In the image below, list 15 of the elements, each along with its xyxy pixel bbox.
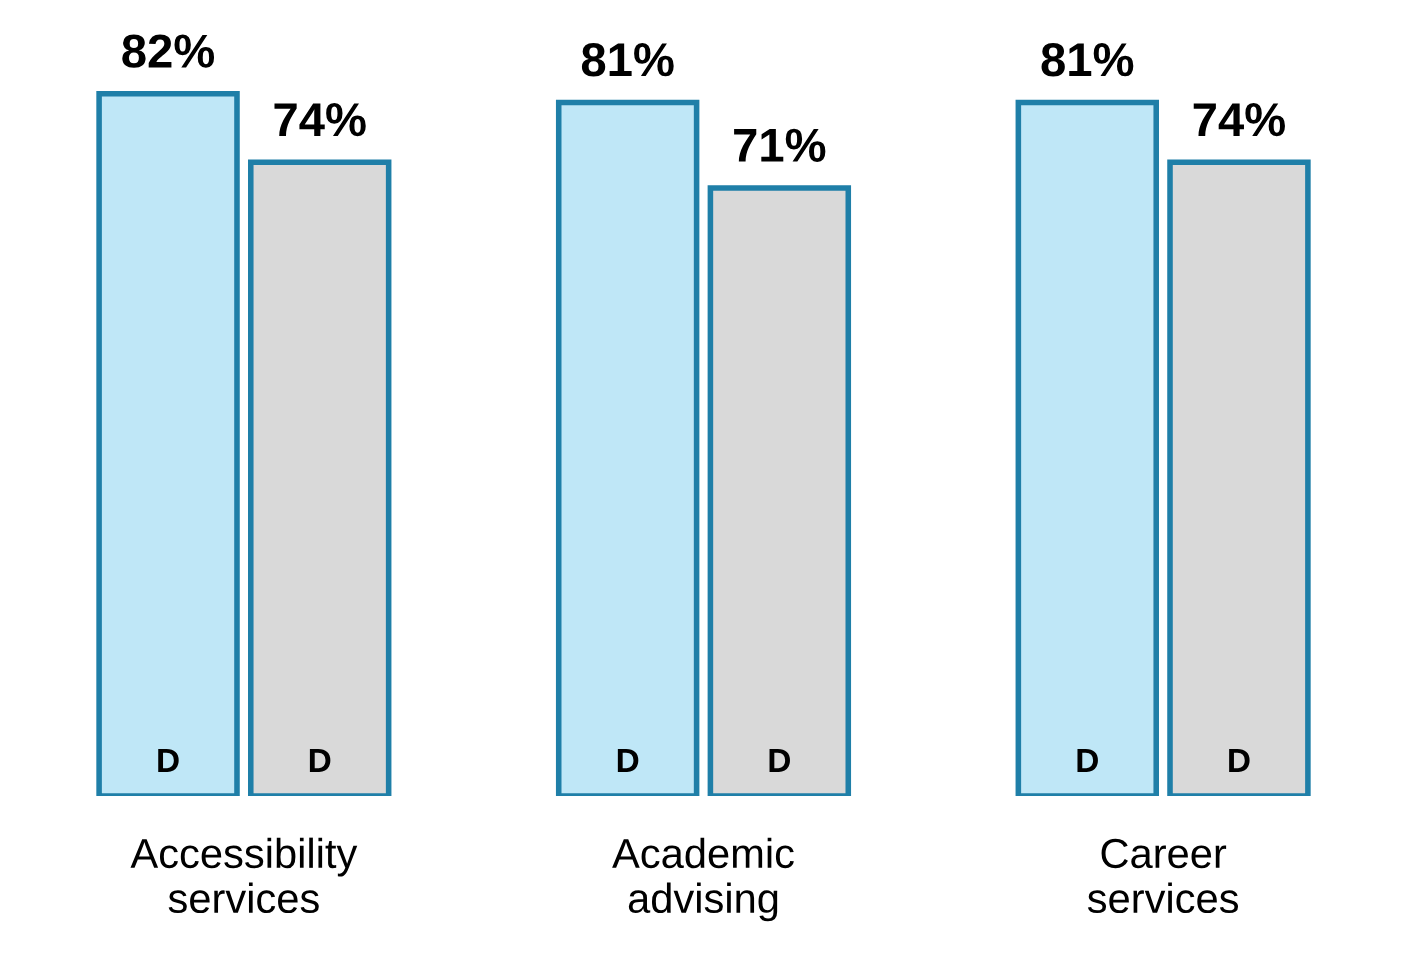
annotation: D — [309, 749, 331, 772]
data-label: 81% — [581, 42, 674, 77]
data-label: 74% — [1193, 103, 1285, 137]
data-label: 71% — [734, 128, 826, 162]
annotation: D — [1229, 749, 1250, 772]
x-tick-label: Career services — [1087, 838, 1239, 914]
annotation: D — [158, 749, 179, 772]
x-tick-label: Academic advising — [612, 837, 794, 922]
annotation: D — [617, 749, 639, 772]
annotation: D — [1077, 749, 1098, 772]
data-label: 81% — [1041, 42, 1134, 77]
x-tick-label: Accessibility services — [130, 837, 358, 914]
data-label: 82% — [122, 34, 215, 68]
data-label: 74% — [274, 103, 366, 137]
annotation: D — [769, 749, 790, 772]
